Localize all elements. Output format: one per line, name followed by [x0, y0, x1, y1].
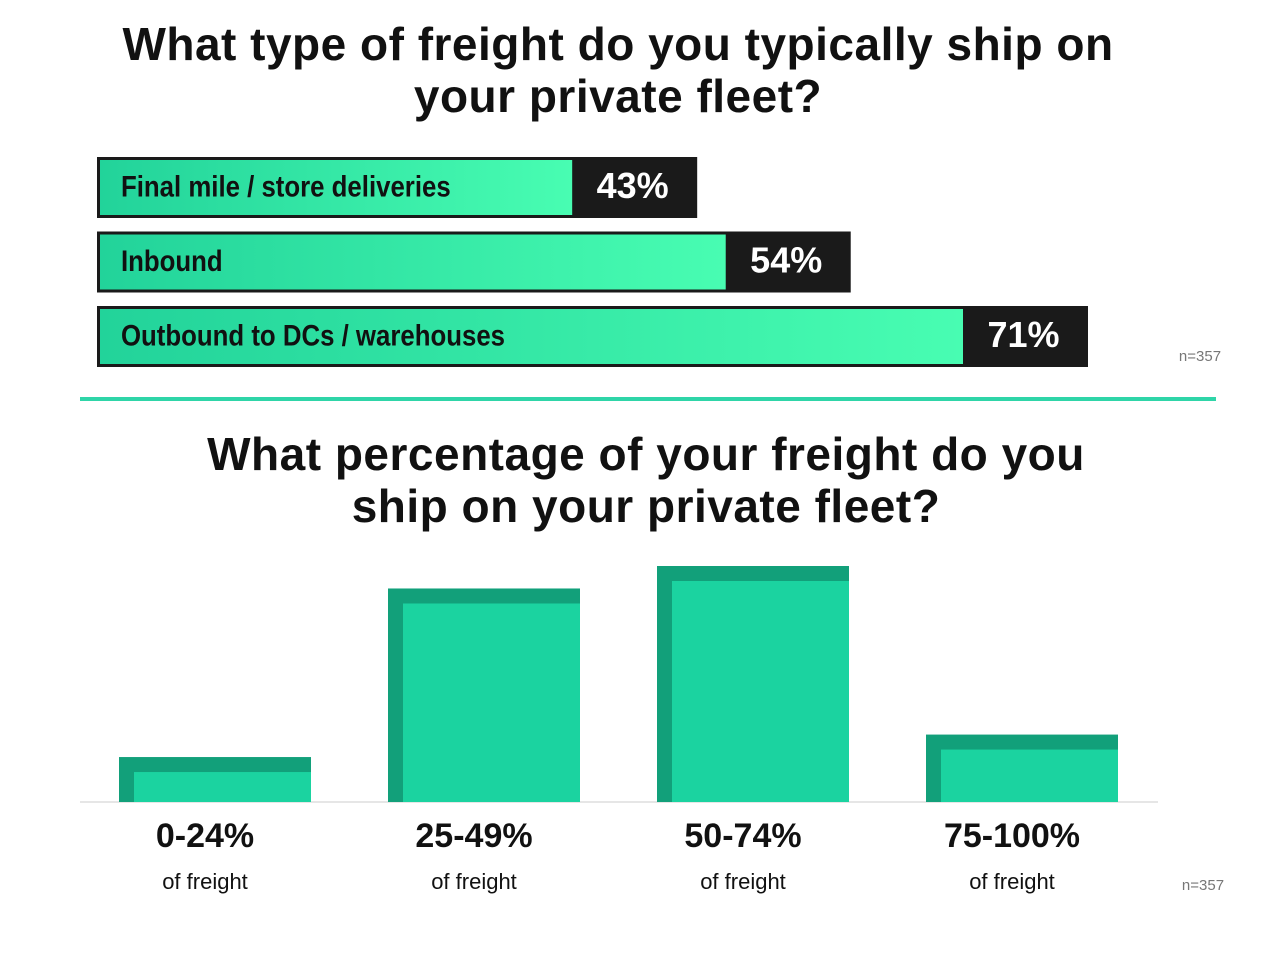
x-tick-label: 50-74%: [684, 817, 801, 855]
x-tick-label: 75-100%: [944, 817, 1080, 855]
bar: [941, 749, 1118, 802]
category-label: Outbound to DCs / warehouses: [121, 319, 505, 352]
divider: [80, 397, 1216, 401]
bar-fill: [100, 234, 726, 290]
value-label: 71%: [987, 314, 1059, 355]
bar: [403, 603, 580, 802]
chart-title: What percentage of your freight do you s…: [207, 428, 1085, 532]
bar: [134, 772, 311, 802]
sample-note: n=357: [1179, 348, 1221, 365]
x-tick-note: of freight: [162, 869, 248, 894]
x-tick-label: 25-49%: [415, 817, 532, 855]
category-label: Final mile / store deliveries: [121, 170, 451, 203]
x-tick-label: 0-24%: [156, 817, 254, 855]
bar: [672, 581, 849, 802]
bar-fill: [100, 309, 963, 364]
bar-fill: [100, 160, 573, 215]
x-tick-note: of freight: [431, 869, 517, 894]
value-label: 54%: [750, 240, 822, 281]
category-label: Inbound: [121, 244, 223, 277]
x-tick-note: of freight: [969, 869, 1055, 894]
x-tick-note: of freight: [700, 869, 786, 894]
value-label: 43%: [597, 165, 669, 206]
chart-title: What type of freight do you typically sh…: [122, 18, 1114, 122]
sample-note: n=357: [1182, 877, 1224, 894]
